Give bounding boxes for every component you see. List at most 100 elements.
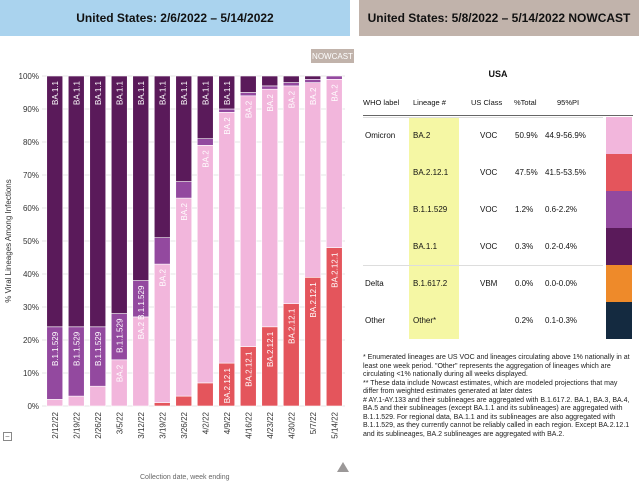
footnote-1: * Enumerated lineages are US VOC and lin…: [363, 354, 630, 378]
x-tick-label: 3/5/22: [115, 411, 124, 434]
bar-3/12/22[interactable]: [132, 75, 150, 407]
bar-4/9/22[interactable]: [218, 75, 236, 407]
bar-segment-ba-2-12-1[interactable]: [153, 402, 171, 407]
total-cell: 0.0%: [515, 279, 534, 288]
bar-segment-b-1-1-529[interactable]: [304, 79, 322, 83]
bar-segment-ba-1-1[interactable]: [67, 75, 85, 328]
bar-segment-ba-2[interactable]: [218, 111, 236, 364]
total-cell: 1.2%: [515, 205, 534, 214]
us-class-cell: VBM: [480, 279, 498, 288]
total-cell: 50.9%: [515, 131, 538, 140]
pi-cell: 0.6-2.2%: [545, 205, 578, 214]
color-swatch-b-1-617-2: [606, 265, 632, 302]
segment-label: B.1.1.529: [115, 318, 124, 353]
bar-segment-ba-1-1[interactable]: [132, 75, 150, 281]
bar-2/26/22[interactable]: [89, 75, 107, 407]
bar-segment-ba-2-12-1[interactable]: [196, 382, 214, 407]
segment-label: BA.2: [287, 90, 296, 108]
segment-label: BA.1.1: [94, 80, 103, 105]
bar-segment-ba-2[interactable]: [46, 399, 64, 407]
bar-3/5/22[interactable]: [110, 75, 128, 407]
bar-segment-ba-2[interactable]: [304, 82, 322, 278]
bar-segment-ba-2[interactable]: [67, 395, 85, 407]
segment-label: BA.2: [201, 150, 210, 168]
bar-3/26/22[interactable]: [175, 75, 193, 407]
us-class-cell: VOC: [480, 168, 498, 177]
lineage-cell[interactable]: BA.1.1: [413, 242, 438, 251]
lineage-cell[interactable]: BA.2.12.1: [413, 168, 449, 177]
lineage-cell[interactable]: B.1.617.2: [413, 279, 448, 288]
segment-label: BA.2: [158, 269, 167, 287]
nowcast-tab[interactable]: NOWCAST: [311, 49, 354, 63]
bar-segment-b-1-1-529[interactable]: [175, 181, 193, 199]
x-axis-ticks: 2/12/22 2/19/22 2/26/22 3/5/22 3/12/22 3/19/2…: [51, 411, 340, 438]
bar-segment-b-1-1-529[interactable]: [239, 92, 257, 97]
bars: BA.1.1 B.1.1.529 BA.1.1 B.1.1.529 BA.1.1 B.1.…: [46, 75, 343, 407]
bar-segment-ba-1-1[interactable]: [153, 75, 171, 238]
collapse-toggle[interactable]: –: [3, 432, 12, 441]
segment-label: BA.2: [330, 84, 339, 102]
segment-label: BA.2.12.1: [330, 252, 339, 288]
y-tick-label: 50%: [23, 237, 39, 246]
bar-segment-b-1-1-529[interactable]: [218, 108, 236, 113]
bar-segment-ba-2[interactable]: [282, 85, 300, 305]
bar-segment-ba-1-1[interactable]: [196, 75, 214, 140]
x-tick-label: 2/26/22: [94, 411, 103, 438]
bar-segment-b-1-1-529[interactable]: [196, 138, 214, 146]
bar-segment-b-1-1-529[interactable]: [153, 237, 171, 265]
bar-5/7/22[interactable]: [304, 75, 322, 407]
lineage-cell[interactable]: Other*: [413, 316, 437, 325]
col-who-label: WHO label: [363, 98, 400, 107]
bar-2/19/22[interactable]: [67, 75, 85, 407]
bar-segment-ba-2[interactable]: [325, 79, 343, 248]
row-divider: [363, 265, 603, 266]
bar-segment-ba-1-1[interactable]: [46, 75, 64, 328]
bar-3/19/22[interactable]: [153, 75, 171, 407]
bar-segment-ba-1-1[interactable]: [175, 75, 193, 182]
bar-segment-ba-2[interactable]: [261, 88, 279, 328]
bar-4/16/22[interactable]: [239, 75, 257, 407]
bar-4/23/22[interactable]: [261, 75, 279, 407]
bar-4/30/22[interactable]: [282, 75, 300, 407]
x-tick-label: 4/2/22: [201, 411, 210, 434]
bar-segment-ba-1-1[interactable]: [239, 75, 257, 93]
bar-segment-ba-1-1[interactable]: [89, 75, 107, 328]
bar-segment-ba-2[interactable]: [89, 385, 107, 407]
y-tick-label: 60%: [23, 204, 39, 213]
bar-segment-ba-2-12-1[interactable]: [175, 395, 193, 407]
segment-label: B.1.1.529: [137, 285, 146, 320]
bar-4/2/22[interactable]: [196, 75, 214, 407]
bar-segment-ba-1-1[interactable]: [218, 75, 236, 110]
bar-segment-ba-1-1[interactable]: [110, 75, 128, 314]
bar-segment-ba-1-1[interactable]: [304, 75, 322, 80]
segment-label: BA.2: [266, 94, 275, 112]
lineage-highlight: [409, 154, 459, 191]
right-panel-title: United States: 5/8/2022 – 5/14/2022 NOWC…: [359, 0, 639, 36]
bar-segment-ba-2[interactable]: [239, 95, 257, 347]
color-swatch-b-1-1-529: [606, 191, 632, 228]
total-cell: 0.3%: [515, 242, 534, 251]
bar-segment-ba-2[interactable]: [196, 145, 214, 384]
segment-label: BA.2: [137, 321, 146, 339]
segment-label: BA.2: [180, 203, 189, 221]
bar-segment-ba-1-1[interactable]: [261, 75, 279, 87]
segment-label: BA.2: [223, 117, 232, 135]
footnote-2: ** These data include Nowcast estimates,…: [363, 379, 618, 396]
lineage-cell[interactable]: BA.2: [413, 131, 431, 140]
row-divider: [363, 117, 603, 118]
bar-5/14/22[interactable]: [325, 75, 343, 407]
bar-segment-ba-1-1[interactable]: [282, 75, 300, 83]
x-tick-label: 4/16/22: [244, 411, 253, 438]
total-cell: 0.2%: [515, 316, 534, 325]
bar-segment-b-1-1-529[interactable]: [261, 85, 279, 90]
scroll-up-arrow-icon[interactable]: [337, 462, 349, 472]
bar-segment-b-1-1-529[interactable]: [282, 82, 300, 87]
y-axis-label: % Viral Lineages Among Infections: [4, 179, 13, 302]
segment-label: BA.2.12.1: [244, 351, 253, 387]
bar-segment-b-1-1-529[interactable]: [325, 75, 343, 80]
x-axis-label: Collection date, week ending: [140, 474, 230, 481]
bar-2/12/22[interactable]: [46, 75, 64, 407]
lineage-highlight: [409, 117, 459, 154]
lineage-cell[interactable]: B.1.1.529: [413, 205, 448, 214]
bar-segment-ba-2[interactable]: [175, 197, 193, 397]
